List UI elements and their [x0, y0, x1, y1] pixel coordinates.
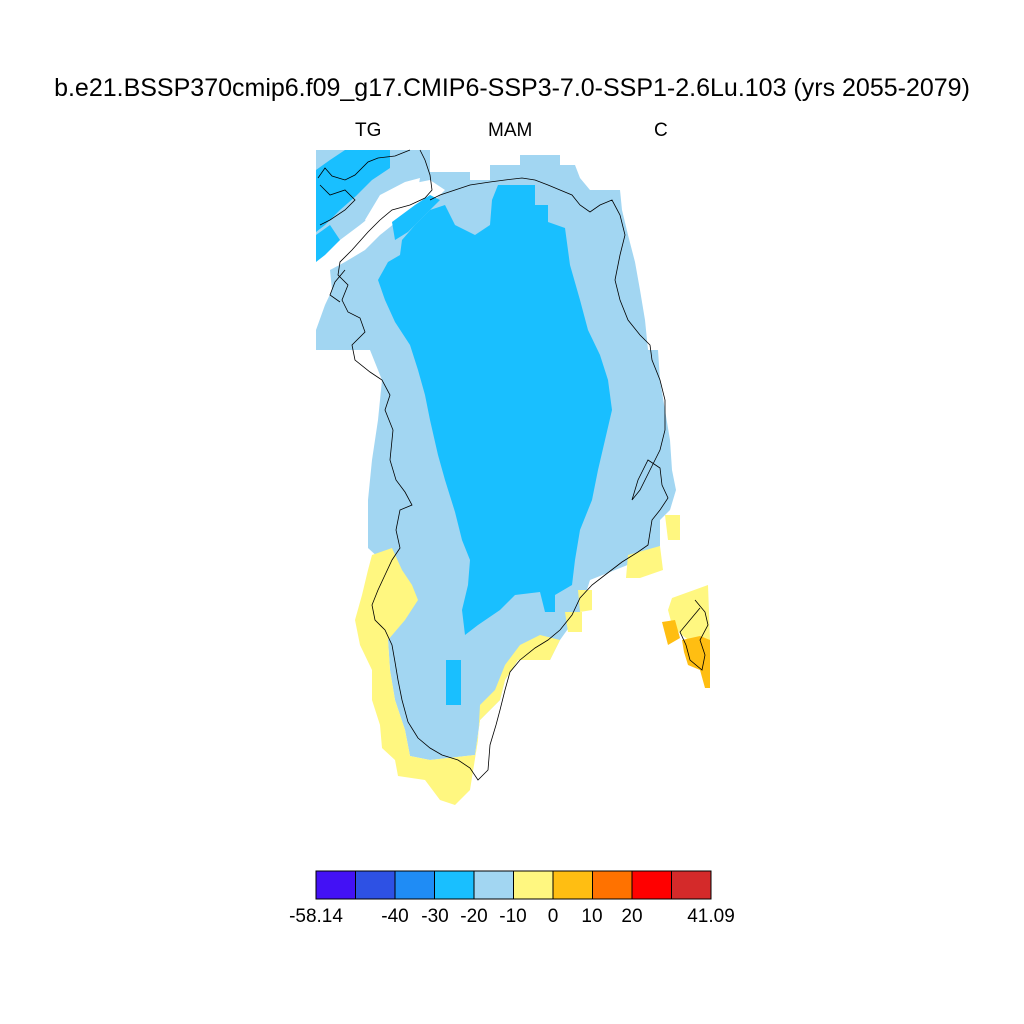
tick-label: -58.14: [289, 906, 343, 927]
tick-label: 20: [621, 906, 643, 927]
iceland-region: [668, 585, 710, 645]
colorbar-box: [671, 870, 712, 900]
tick-label: -20: [460, 906, 488, 927]
interior-region: [378, 185, 612, 635]
variable-label: TG: [355, 120, 382, 141]
south-coast-region: [355, 548, 560, 805]
tick-label: -30: [421, 906, 449, 927]
colorbar-box: [434, 870, 475, 900]
colorbar-box: [513, 870, 554, 900]
tick-label: 10: [581, 906, 603, 927]
iceland-warm-region: [662, 620, 680, 645]
colorbar-box: [355, 870, 396, 900]
plot-title: b.e21.BSSP370cmip6.f09_g17.CMIP6-SSP3-7.…: [54, 74, 970, 102]
tick-label: -40: [381, 906, 409, 927]
units-label: C: [654, 120, 668, 141]
tick-label: -10: [499, 906, 527, 927]
southern-cyan-patch: [446, 660, 461, 705]
colorbar-box: [592, 870, 633, 900]
colorbar-box: [394, 870, 435, 900]
colorbar-box: [315, 870, 356, 900]
tick-label: 41.09: [687, 906, 735, 927]
colorbar-box: [473, 870, 514, 900]
colorbar-box: [552, 870, 593, 900]
colorbar-box: [631, 870, 672, 900]
season-label: MAM: [488, 120, 533, 141]
coastline: [317, 149, 669, 781]
northwest-streaks: [316, 150, 390, 232]
tick-label: 0: [547, 906, 559, 927]
